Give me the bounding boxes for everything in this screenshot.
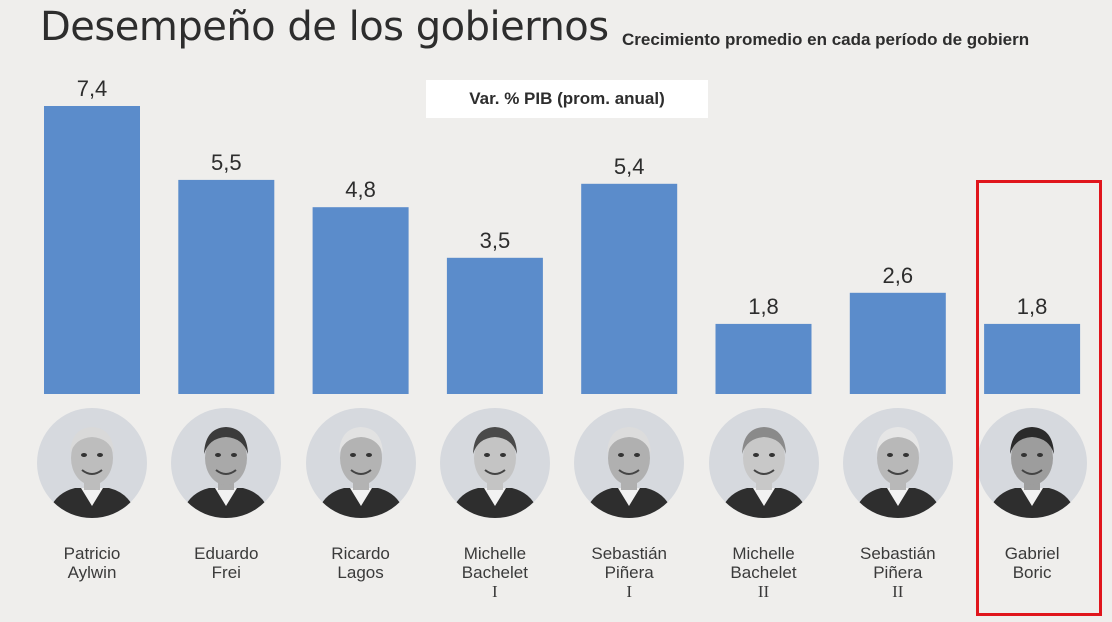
bar-2 xyxy=(178,179,275,394)
portrait-ricardo-lagos-icon xyxy=(305,408,416,518)
category-label-line: Sebastián xyxy=(859,544,936,563)
category-label-line: Michelle xyxy=(463,544,527,563)
category-label-7: Sebastián Piñera II xyxy=(838,544,958,601)
portrait-michelle-bachelet-i-icon xyxy=(439,408,550,518)
chart-subtitle: Crecimiento promedio en cada período de … xyxy=(622,30,1030,49)
category-label-3: Ricardo Lagos xyxy=(301,544,421,582)
category-label-4: Michelle Bachelet I xyxy=(435,544,555,601)
category-label-line: Gabriel xyxy=(1004,544,1060,563)
category-label-line: Patricio xyxy=(63,544,121,563)
category-label-1: Patricio Aylwin xyxy=(32,544,152,582)
category-label-line: Bachelet xyxy=(461,563,528,582)
category-label-line: I xyxy=(492,582,498,601)
data-label-1: 7,4 xyxy=(77,76,108,101)
category-label-line: I xyxy=(626,582,633,601)
category-label-line: II xyxy=(757,582,770,601)
y-axis-label: Var. % PIB (prom. anual) xyxy=(426,80,708,118)
category-label-line: Michelle xyxy=(732,544,795,563)
portrait-eduardo-frei-icon xyxy=(171,408,282,518)
category-label-2: Eduardo Frei xyxy=(166,544,286,582)
bar-4 xyxy=(446,257,543,394)
category-label-8: Gabriel Boric xyxy=(972,544,1092,582)
data-label-5: 5,4 xyxy=(614,154,645,179)
bar-6 xyxy=(715,323,812,394)
category-label-line: Piñera xyxy=(604,563,654,582)
category-label-line: II xyxy=(892,582,904,601)
bar-7 xyxy=(849,292,946,394)
data-label-7: 2,6 xyxy=(883,263,914,288)
category-label-line: Aylwin xyxy=(67,563,117,582)
data-label-6: 1,8 xyxy=(748,294,779,319)
category-label-line: Boric xyxy=(1012,563,1052,582)
portrait-gabriel-boric-icon xyxy=(977,408,1088,518)
bar-8 xyxy=(984,323,1081,394)
portrait-patricio-aylwin-icon xyxy=(37,408,147,518)
category-label-line: Piñera xyxy=(873,563,923,582)
category-label-line: Ricardo xyxy=(331,544,390,563)
category-label-5: Sebastián Piñera I xyxy=(569,544,689,601)
category-label-line: Eduardo xyxy=(194,544,259,563)
category-label-line: Bachelet xyxy=(730,563,797,582)
portrait-sebastian-pinera-i-icon xyxy=(574,408,685,518)
chart-title: Desempeño de los gobiernos xyxy=(40,4,609,50)
bar-5 xyxy=(581,183,678,394)
highlight-box xyxy=(976,180,1102,616)
category-label-6: Michelle Bachelet II xyxy=(704,544,824,601)
category-label-line: Sebastián xyxy=(591,544,667,563)
bar-3 xyxy=(312,207,409,394)
data-label-3: 4,8 xyxy=(345,177,376,202)
bar-1 xyxy=(44,106,140,394)
data-label-8: 1,8 xyxy=(1017,294,1048,319)
data-label-4: 3,5 xyxy=(480,228,511,253)
portrait-michelle-bachelet-ii-icon xyxy=(708,408,819,518)
portrait-sebastian-pinera-ii-icon xyxy=(842,408,953,518)
category-label-line: Frei xyxy=(211,563,241,582)
data-label-2: 5,5 xyxy=(211,150,242,175)
category-label-line: Lagos xyxy=(337,563,384,582)
